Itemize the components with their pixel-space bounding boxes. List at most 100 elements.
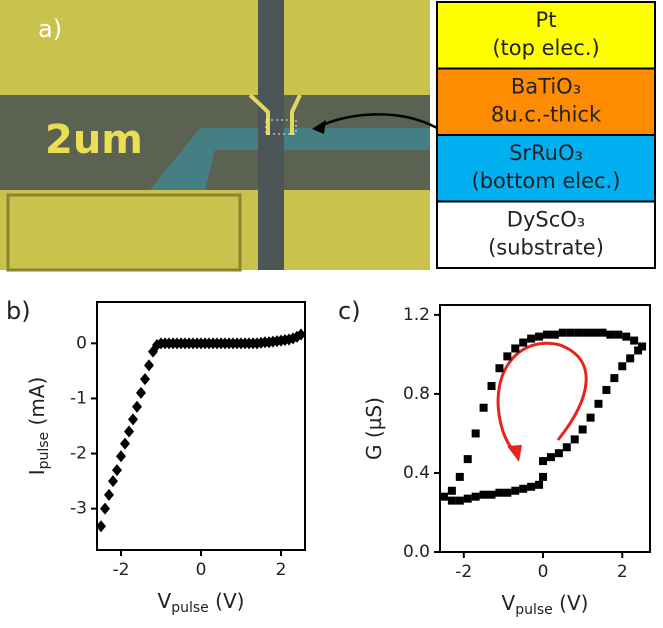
x-tick-label: -2 — [113, 560, 130, 580]
data-point — [128, 413, 138, 426]
axis-title-sub: pulse — [515, 602, 553, 618]
data-point — [535, 480, 544, 489]
data-point — [586, 413, 595, 422]
data-point — [104, 488, 114, 501]
data-point — [539, 457, 548, 466]
data-point — [626, 354, 635, 363]
data-point — [578, 425, 587, 434]
data-point — [296, 328, 306, 341]
axis-title-part: (V) — [209, 589, 245, 613]
data-point — [463, 455, 472, 464]
layer-text: (bottom elec.) — [472, 169, 621, 193]
scale-label: 2um — [45, 117, 143, 163]
axis-title: Ipulse (mA) — [25, 377, 53, 476]
y-tick-label: 0 — [76, 333, 87, 353]
data-point — [562, 443, 571, 452]
data-point — [471, 429, 480, 438]
axis-title-part: (mA) — [25, 377, 49, 432]
data-point — [96, 520, 106, 533]
data-point — [618, 362, 627, 371]
data-point — [606, 330, 615, 339]
data-point — [574, 328, 583, 337]
y-tick-label: 0.8 — [403, 384, 430, 404]
data-point — [495, 488, 504, 497]
panel-label: a) — [38, 15, 62, 43]
data-point — [546, 453, 555, 462]
data-point — [630, 336, 639, 345]
axis-title-part: (V) — [553, 591, 589, 615]
data-point — [120, 437, 130, 450]
pointer-arrow — [317, 113, 438, 130]
data-point — [602, 385, 611, 394]
axis-title: G (µS) — [362, 397, 386, 460]
data-point — [542, 330, 551, 339]
layer-text: DyScO₃ — [507, 208, 585, 232]
y-tick-label: -1 — [70, 388, 87, 408]
data-point — [614, 330, 623, 339]
y-tick-label: 1.2 — [403, 305, 430, 325]
data-point — [638, 342, 647, 351]
contacts — [248, 93, 302, 135]
data-point — [140, 373, 150, 386]
data-point — [539, 472, 548, 481]
data-point — [519, 484, 528, 493]
data-point — [447, 486, 456, 495]
data-point — [558, 328, 567, 337]
x-tick-label: -2 — [455, 562, 472, 582]
layer — [436, 200, 656, 269]
data-point — [594, 399, 603, 408]
x-tick-label: 0 — [538, 562, 549, 582]
data-point — [566, 328, 575, 337]
data-point — [622, 332, 631, 341]
layer-text: (top elec.) — [492, 36, 599, 60]
data-point — [511, 486, 520, 495]
axis-title: Vpulse (V) — [158, 589, 245, 617]
data-point — [112, 464, 122, 477]
data-point — [439, 492, 448, 501]
data-point — [479, 403, 488, 412]
layer-stack: Pt (top elec.) BaTiO₃ 8u.c.-thick SrRuO₃ (bot… — [436, 1, 656, 269]
pad-outline — [6, 193, 242, 272]
y-tick-label: 0.0 — [403, 542, 430, 562]
data-point — [471, 492, 480, 501]
arrow-head — [312, 120, 326, 134]
data-point — [132, 400, 142, 413]
data-point — [610, 374, 619, 383]
data-point — [495, 364, 504, 373]
data-point — [455, 472, 464, 481]
data-point — [479, 490, 488, 499]
axis-title-sub: pulse — [171, 600, 209, 616]
plot-frame — [439, 304, 651, 553]
data-point — [519, 338, 528, 347]
data-point — [570, 435, 579, 444]
axis-title-sub: pulse — [36, 432, 52, 470]
data-point — [511, 344, 520, 353]
layer-text: Pt — [536, 8, 557, 32]
data-point — [527, 334, 536, 343]
sweep-arrow-head — [507, 445, 522, 462]
data-point — [116, 450, 126, 463]
layer-text: SrRuO₃ — [509, 141, 583, 165]
axis-title: Vpulse (V) — [502, 591, 589, 619]
axis-title-part: G (µS) — [362, 397, 386, 460]
bottom-electrode — [150, 128, 430, 190]
junction — [265, 119, 297, 135]
data-point — [550, 330, 559, 339]
data-point — [527, 482, 536, 491]
data-point — [144, 359, 154, 372]
data-point — [487, 490, 496, 499]
data-point — [124, 425, 134, 438]
data-point — [100, 502, 110, 515]
data-point — [535, 332, 544, 341]
layer-text: 8u.c.-thick — [491, 103, 602, 127]
vertical-track — [258, 0, 284, 270]
data-point — [582, 328, 591, 337]
data-point — [455, 496, 464, 505]
layer-text: (substrate) — [488, 236, 604, 260]
data-point — [590, 328, 599, 337]
x-tick-label: 2 — [617, 562, 628, 582]
data-point — [487, 382, 496, 391]
data-point — [136, 386, 146, 399]
sweep-arrow — [496, 341, 588, 454]
